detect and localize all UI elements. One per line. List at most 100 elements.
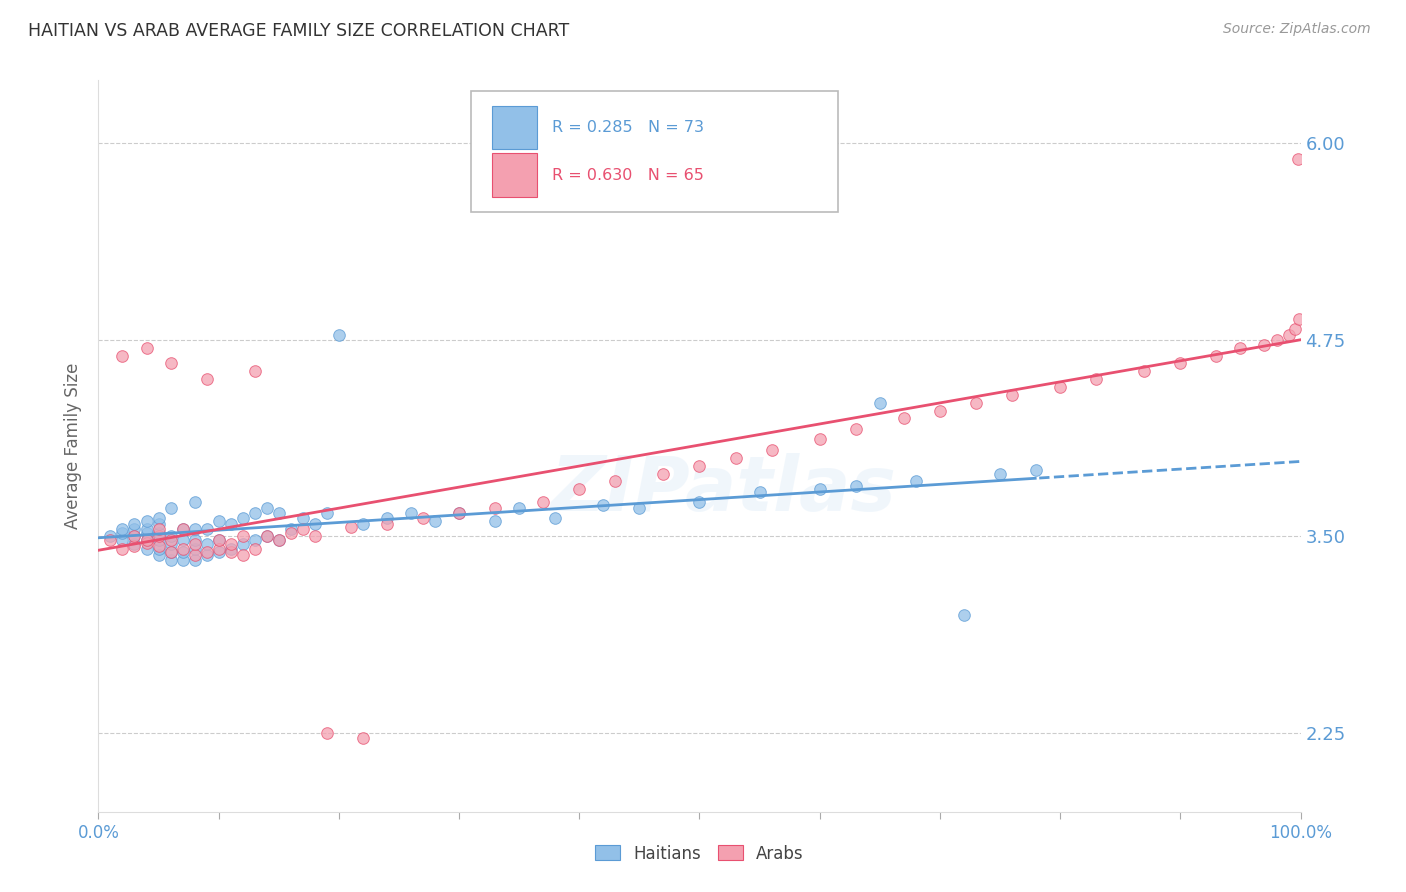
Point — [291, 510, 314, 524]
Point — [1284, 322, 1306, 336]
Point — [148, 522, 170, 536]
Point — [1205, 349, 1227, 363]
Point — [1025, 463, 1047, 477]
Point — [135, 341, 157, 355]
Point — [219, 542, 242, 557]
Point — [124, 529, 146, 543]
Point — [508, 501, 530, 516]
Point — [111, 522, 134, 536]
Point — [148, 542, 170, 557]
Point — [1265, 333, 1288, 347]
Point — [183, 533, 205, 547]
FancyBboxPatch shape — [471, 91, 838, 212]
Point — [243, 542, 266, 557]
Point — [904, 475, 927, 489]
Point — [484, 514, 506, 528]
Point — [808, 432, 831, 446]
Point — [148, 516, 170, 531]
Point — [315, 506, 337, 520]
Point — [232, 537, 254, 551]
Point — [267, 533, 290, 547]
Point — [124, 516, 146, 531]
Point — [1288, 312, 1310, 326]
Point — [100, 533, 122, 547]
Point — [484, 501, 506, 516]
Point — [135, 526, 157, 541]
Point — [761, 442, 783, 457]
Point — [652, 467, 675, 481]
Point — [159, 537, 181, 551]
Legend: Haitians, Arabs: Haitians, Arabs — [589, 838, 810, 869]
Point — [135, 522, 157, 536]
Point — [124, 522, 146, 536]
Point — [243, 364, 266, 378]
Point — [243, 533, 266, 547]
Point — [340, 520, 363, 534]
Point — [219, 516, 242, 531]
Point — [399, 506, 422, 520]
Point — [159, 501, 181, 516]
Point — [232, 510, 254, 524]
Point — [208, 542, 231, 557]
Point — [1049, 380, 1071, 394]
Point — [135, 542, 157, 557]
Point — [531, 495, 554, 509]
Point — [195, 522, 218, 536]
Point — [544, 510, 567, 524]
Point — [328, 328, 350, 343]
Point — [928, 403, 950, 417]
Point — [375, 516, 398, 531]
Point — [1253, 337, 1275, 351]
Point — [111, 349, 134, 363]
Point — [100, 529, 122, 543]
Point — [592, 498, 614, 512]
Point — [953, 608, 976, 623]
Point — [568, 482, 591, 496]
Point — [267, 506, 290, 520]
Point — [1133, 364, 1156, 378]
Text: R = 0.630   N = 65: R = 0.630 N = 65 — [551, 168, 703, 183]
Point — [208, 533, 231, 547]
Point — [1286, 152, 1309, 166]
Point — [845, 479, 868, 493]
Point — [315, 726, 337, 740]
Point — [628, 501, 651, 516]
Point — [1277, 328, 1299, 343]
Point — [352, 516, 374, 531]
Point — [232, 549, 254, 563]
Point — [159, 553, 181, 567]
Point — [183, 495, 205, 509]
Point — [111, 526, 134, 541]
Point — [148, 533, 170, 547]
Point — [183, 537, 205, 551]
Point — [689, 495, 711, 509]
Point — [183, 553, 205, 567]
Point — [148, 539, 170, 553]
Point — [111, 533, 134, 547]
Point — [689, 458, 711, 473]
Point — [172, 522, 194, 536]
Point — [412, 510, 434, 524]
Point — [304, 529, 326, 543]
Point — [183, 549, 205, 563]
Text: Source: ZipAtlas.com: Source: ZipAtlas.com — [1223, 22, 1371, 37]
Point — [172, 522, 194, 536]
Point — [135, 535, 157, 549]
Point — [375, 510, 398, 524]
Point — [304, 516, 326, 531]
Point — [135, 533, 157, 547]
Y-axis label: Average Family Size: Average Family Size — [65, 363, 83, 529]
Point — [845, 422, 868, 436]
Point — [159, 545, 181, 559]
Point — [256, 501, 278, 516]
Point — [148, 510, 170, 524]
FancyBboxPatch shape — [492, 153, 537, 197]
Point — [724, 450, 747, 465]
Point — [148, 549, 170, 563]
Point — [267, 533, 290, 547]
Point — [1170, 356, 1192, 370]
Point — [232, 529, 254, 543]
Point — [748, 485, 770, 500]
Point — [183, 522, 205, 536]
Point — [172, 545, 194, 559]
